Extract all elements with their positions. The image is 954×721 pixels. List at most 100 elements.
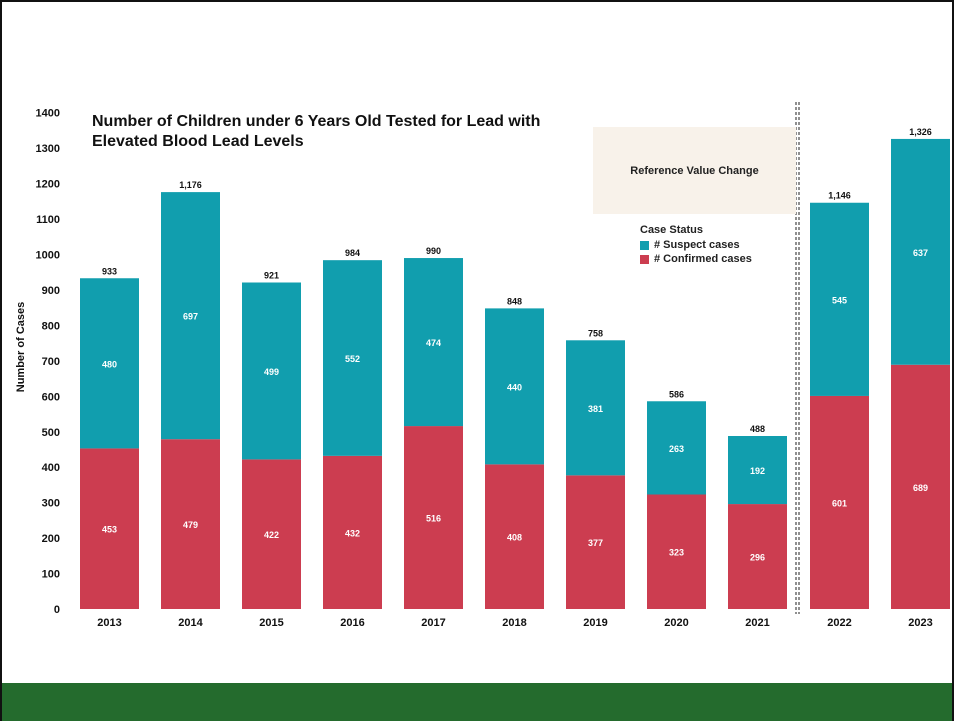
label-confirmed-2020: 323 xyxy=(669,548,684,558)
bar-suspect-2023 xyxy=(891,138,950,365)
x-tick-label-2014: 2014 xyxy=(178,617,203,629)
y-tick-label: 200 xyxy=(42,533,60,545)
label-confirmed-2017: 516 xyxy=(426,514,441,524)
y-tick-label: 1400 xyxy=(36,108,60,120)
legend-swatch-confirmed xyxy=(640,254,649,264)
x-tick-label-2020: 2020 xyxy=(664,617,688,629)
x-tick-label-2023: 2023 xyxy=(908,617,932,629)
label-confirmed-2019: 377 xyxy=(588,538,603,548)
label-total-2019: 758 xyxy=(588,328,603,338)
x-axis-ticks: 2013 2014 2015 2016 2017 2018 2019 2020 2021 2022… xyxy=(97,617,932,629)
label-suspect-2019: 381 xyxy=(588,404,603,414)
y-axis-ticks: 0 100 200 300 400 500 600 700 800 900 1000 1100 1200… xyxy=(36,108,60,616)
legend-label-suspect: # Suspect cases xyxy=(654,239,740,251)
label-total-2016: 984 xyxy=(345,248,360,258)
label-total-2017: 990 xyxy=(426,246,441,256)
y-tick-label: 500 xyxy=(42,427,60,439)
legend-title: Case Status xyxy=(640,224,703,236)
x-tick-label-2013: 2013 xyxy=(97,617,121,629)
label-suspect-2014: 697 xyxy=(183,312,198,322)
label-total-2014: 1,176 xyxy=(179,180,202,190)
bar-suspect-2019 xyxy=(566,340,625,476)
y-tick-label: 800 xyxy=(42,320,60,332)
label-suspect-2022: 545 xyxy=(832,295,847,305)
reference-divider xyxy=(795,102,800,614)
x-tick-label-2016: 2016 xyxy=(340,617,364,629)
bar-suspect-2018 xyxy=(485,308,544,465)
y-tick-label: 1000 xyxy=(36,250,60,262)
y-tick-label: 300 xyxy=(42,498,60,510)
label-suspect-2015: 499 xyxy=(264,367,279,377)
bar-suspect-2017 xyxy=(404,258,463,427)
y-axis-title: Number of Cases xyxy=(15,302,27,392)
legend-item-confirmed: # Confirmed cases xyxy=(640,252,752,266)
y-tick-label: 1200 xyxy=(36,179,60,191)
reference-value-change-box: Reference Value Change xyxy=(593,127,796,214)
footer-band xyxy=(2,683,952,721)
label-confirmed-2013: 453 xyxy=(102,525,117,535)
label-total-2020: 586 xyxy=(669,389,684,399)
bars: 453 480 933 479 697 1,176 422 499 921 432 552 984 51… xyxy=(80,127,950,609)
bar-suspect-2020 xyxy=(647,401,706,495)
bar-confirmed-2019 xyxy=(566,475,625,609)
bar-confirmed-2013 xyxy=(80,448,139,609)
bar-confirmed-2021 xyxy=(728,504,787,609)
y-tick-label: 100 xyxy=(42,569,60,581)
bar-suspect-2016 xyxy=(323,260,382,456)
label-suspect-2023: 637 xyxy=(913,248,928,258)
legend-swatch-suspect xyxy=(640,240,649,250)
x-tick-label-2022: 2022 xyxy=(827,617,851,629)
bar-confirmed-2017 xyxy=(404,426,463,609)
label-confirmed-2021: 296 xyxy=(750,553,765,563)
y-tick-label: 700 xyxy=(42,356,60,368)
x-tick-label-2018: 2018 xyxy=(502,617,526,629)
bar-suspect-2014 xyxy=(161,192,220,440)
label-suspect-2013: 480 xyxy=(102,359,117,369)
bar-confirmed-2015 xyxy=(242,459,301,609)
bar-confirmed-2022 xyxy=(810,395,869,609)
label-confirmed-2018: 408 xyxy=(507,533,522,543)
bar-confirmed-2018 xyxy=(485,464,544,609)
legend-item-suspect: # Suspect cases xyxy=(640,238,752,252)
y-tick-label: 1300 xyxy=(36,143,60,155)
x-tick-label-2017: 2017 xyxy=(421,617,445,629)
bar-confirmed-2023 xyxy=(891,364,950,609)
bar-suspect-2021 xyxy=(728,436,787,505)
y-axis-title-group: Number of Cases xyxy=(15,302,27,392)
label-confirmed-2022: 601 xyxy=(832,498,847,508)
label-total-2022: 1,146 xyxy=(828,191,851,201)
label-suspect-2020: 263 xyxy=(669,444,684,454)
label-confirmed-2023: 689 xyxy=(913,483,928,493)
x-tick-label-2019: 2019 xyxy=(583,617,607,629)
label-total-2015: 921 xyxy=(264,271,279,281)
label-total-2013: 933 xyxy=(102,266,117,276)
label-suspect-2017: 474 xyxy=(426,338,441,348)
y-tick-label: 600 xyxy=(42,391,60,403)
bar-suspect-2013 xyxy=(80,278,139,449)
label-total-2021: 488 xyxy=(750,424,765,434)
bar-confirmed-2020 xyxy=(647,494,706,609)
bar-confirmed-2016 xyxy=(323,455,382,609)
label-total-2023: 1,326 xyxy=(909,127,932,137)
y-tick-label: 0 xyxy=(54,604,60,616)
y-tick-label: 900 xyxy=(42,285,60,297)
label-confirmed-2016: 432 xyxy=(345,528,360,538)
bar-confirmed-2014 xyxy=(161,439,220,609)
stacked-bar-chart: Number of Cases 0 100 200 300 400 500 600 700 80… xyxy=(15,102,950,629)
y-tick-label: 1100 xyxy=(36,214,60,226)
label-total-2018: 848 xyxy=(507,296,522,306)
y-tick-label: 400 xyxy=(42,462,60,474)
label-confirmed-2014: 479 xyxy=(183,520,198,530)
label-suspect-2016: 552 xyxy=(345,354,360,364)
label-suspect-2018: 440 xyxy=(507,382,522,392)
bar-suspect-2015 xyxy=(242,282,301,460)
x-tick-label-2021: 2021 xyxy=(745,617,769,629)
x-tick-label-2015: 2015 xyxy=(259,617,283,629)
chart-title: Number of Children under 6 Years Old Tes… xyxy=(92,113,541,150)
bar-suspect-2022 xyxy=(810,202,869,396)
annotation-text: Reference Value Change xyxy=(630,164,759,177)
legend-label-confirmed: # Confirmed cases xyxy=(654,253,752,265)
legend: Case Status # Suspect cases # Confirmed … xyxy=(640,224,752,266)
label-confirmed-2015: 422 xyxy=(264,530,279,540)
